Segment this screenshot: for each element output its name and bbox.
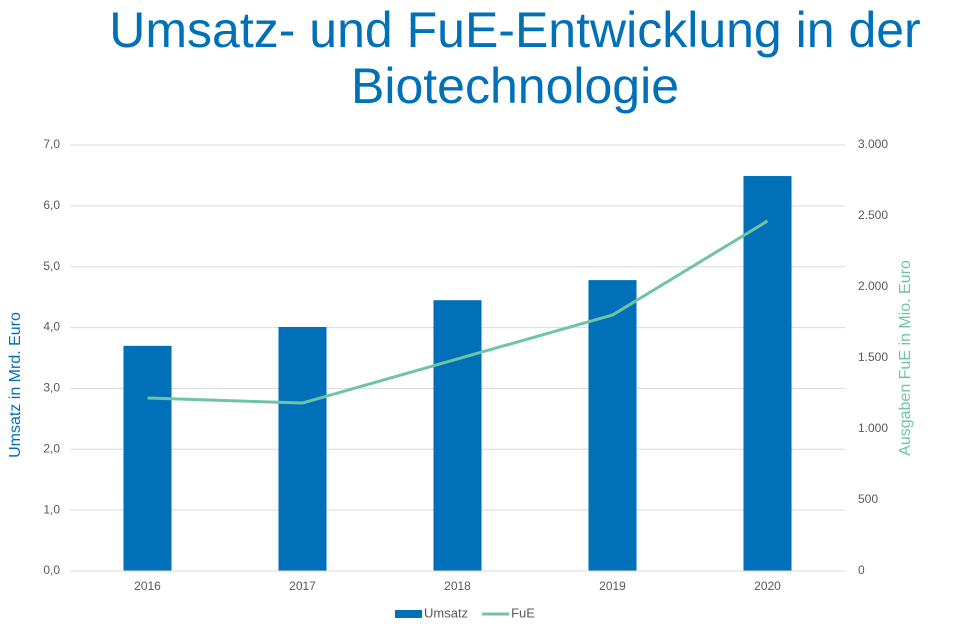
y2-axis-title: Ausgaben FuE in Mio. Euro bbox=[897, 260, 914, 456]
legend-label: Umsatz bbox=[424, 605, 468, 620]
y-tick-label: 2,0 bbox=[43, 441, 60, 455]
y2-tick-label: 1.000 bbox=[858, 421, 888, 435]
y-axis-title: Umsatz in Mrd. Euro bbox=[7, 312, 24, 458]
x-tick-label: 2016 bbox=[134, 579, 161, 593]
legend-label: FuE bbox=[511, 605, 535, 620]
bar bbox=[743, 176, 792, 571]
x-tick-label: 2020 bbox=[754, 579, 781, 593]
line bbox=[147, 219, 769, 405]
y-tick-label: 7,0 bbox=[43, 137, 60, 151]
y2-tick-label: 3.000 bbox=[858, 137, 888, 151]
y-tick-label: 5,0 bbox=[43, 259, 60, 273]
legend-swatch bbox=[395, 610, 422, 618]
y2-tick-label: 2.500 bbox=[858, 208, 888, 222]
bar bbox=[433, 300, 482, 571]
y-tick-label: 1,0 bbox=[43, 502, 60, 516]
y2-tick-label: 500 bbox=[858, 492, 878, 506]
y2-tick-label: 1.500 bbox=[858, 350, 888, 364]
bar bbox=[278, 326, 327, 571]
y-tick-label: 6,0 bbox=[43, 198, 60, 212]
y-tick-label: 0,0 bbox=[43, 563, 60, 577]
x-tick-label: 2018 bbox=[444, 579, 471, 593]
x-tick-label: 2019 bbox=[599, 579, 626, 593]
x-tick-label: 2017 bbox=[289, 579, 316, 593]
bar bbox=[588, 280, 637, 571]
y2-tick-label: 0 bbox=[858, 563, 865, 577]
y-tick-label: 3,0 bbox=[43, 381, 60, 395]
y-tick-label: 4,0 bbox=[43, 320, 60, 334]
chart-title: Umsatz- und FuE-Entwicklung in der Biote… bbox=[109, 2, 921, 114]
y2-tick-label: 2.000 bbox=[858, 279, 888, 293]
bar bbox=[123, 345, 172, 571]
